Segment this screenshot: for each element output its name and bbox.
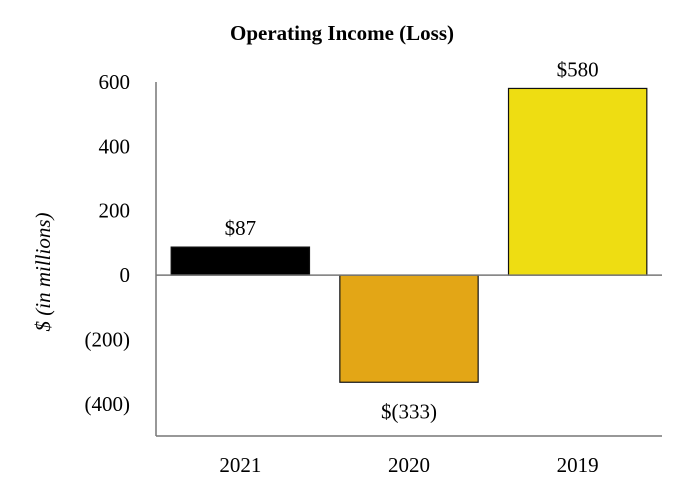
data-label: $580 xyxy=(557,57,599,81)
y-tick-label: 400 xyxy=(99,134,131,158)
bar-2020 xyxy=(339,274,479,383)
y-tick-label: (400) xyxy=(85,392,131,416)
bars xyxy=(170,87,648,383)
data-label: $87 xyxy=(225,216,257,240)
y-tick-label: (200) xyxy=(85,327,131,351)
bar-2019 xyxy=(507,87,648,276)
y-tick-label: 0 xyxy=(120,263,131,287)
y-axis-ticks: 600 400 200 0 (200) (400) xyxy=(85,70,131,416)
y-axis-label: $ (in millions) xyxy=(31,212,55,331)
chart-title: Operating Income (Loss) xyxy=(230,21,454,45)
x-axis-ticks: 2021 2020 2019 xyxy=(219,453,598,477)
data-label: $(333) xyxy=(381,399,437,423)
x-tick-label: 2020 xyxy=(388,453,430,477)
x-tick-label: 2021 xyxy=(219,453,261,477)
y-tick-label: 600 xyxy=(99,70,131,94)
bar-2021 xyxy=(170,246,311,276)
data-labels: $87 $(333) $580 xyxy=(225,57,599,423)
x-tick-label: 2019 xyxy=(557,453,599,477)
y-tick-label: 200 xyxy=(99,199,131,223)
